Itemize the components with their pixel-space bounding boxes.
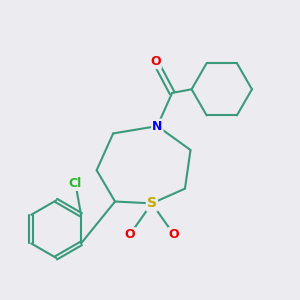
Text: O: O bbox=[124, 228, 135, 241]
Text: N: N bbox=[152, 120, 163, 133]
Text: O: O bbox=[150, 55, 161, 68]
Text: O: O bbox=[169, 228, 179, 241]
Text: Cl: Cl bbox=[69, 177, 82, 190]
Text: S: S bbox=[147, 196, 157, 210]
